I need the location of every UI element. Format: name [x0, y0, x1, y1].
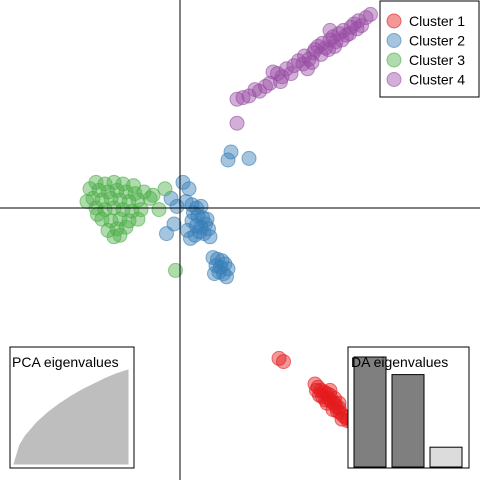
point-cluster-4	[314, 47, 328, 61]
point-cluster-3	[91, 207, 105, 221]
point-cluster-4	[323, 23, 337, 37]
point-cluster-4	[230, 116, 244, 130]
legend-marker-cluster-2	[387, 34, 401, 48]
da-eigenvalues-inset: DA eigenvalues	[348, 347, 469, 468]
da-bar-1	[354, 357, 386, 467]
point-cluster-3	[158, 182, 172, 196]
legend-label-cluster-2: Cluster 2	[409, 33, 465, 49]
legend-label-cluster-3: Cluster 3	[409, 52, 465, 68]
da-inset-title: DA eigenvalues	[351, 354, 448, 370]
point-cluster-2	[224, 145, 238, 159]
point-cluster-2	[184, 231, 198, 245]
point-cluster-1	[332, 396, 346, 410]
point-cluster-1	[277, 355, 291, 369]
legend-marker-cluster-1	[387, 14, 401, 28]
point-cluster-3	[152, 203, 166, 217]
point-cluster-3	[107, 230, 121, 244]
point-cluster-3	[131, 212, 145, 226]
pca-inset-title: PCA eigenvalues	[12, 354, 119, 370]
da-bar-3	[430, 447, 462, 467]
point-cluster-2	[242, 151, 256, 165]
point-cluster-1	[310, 383, 324, 397]
point-cluster-4	[253, 84, 267, 98]
point-cluster-2	[182, 182, 196, 196]
point-cluster-4	[350, 22, 364, 36]
point-cluster-2	[203, 230, 217, 244]
point-cluster-4	[284, 67, 298, 81]
point-cluster-4	[364, 7, 378, 21]
point-cluster-2	[160, 227, 174, 241]
point-cluster-3	[80, 195, 94, 209]
legend-label-cluster-1: Cluster 1	[409, 13, 465, 29]
legend: Cluster 1 Cluster 2 Cluster 3 Cluster 4	[380, 1, 479, 97]
point-cluster-4	[230, 92, 244, 106]
da-bar-2	[392, 375, 424, 467]
point-cluster-2	[200, 212, 214, 226]
legend-marker-cluster-4	[387, 73, 401, 87]
pca-eigenvalues-inset: PCA eigenvalues	[10, 347, 134, 468]
point-cluster-3	[127, 179, 141, 193]
point-cluster-2	[220, 270, 234, 284]
legend-marker-cluster-3	[387, 53, 401, 67]
legend-label-cluster-4: Cluster 4	[409, 72, 465, 88]
